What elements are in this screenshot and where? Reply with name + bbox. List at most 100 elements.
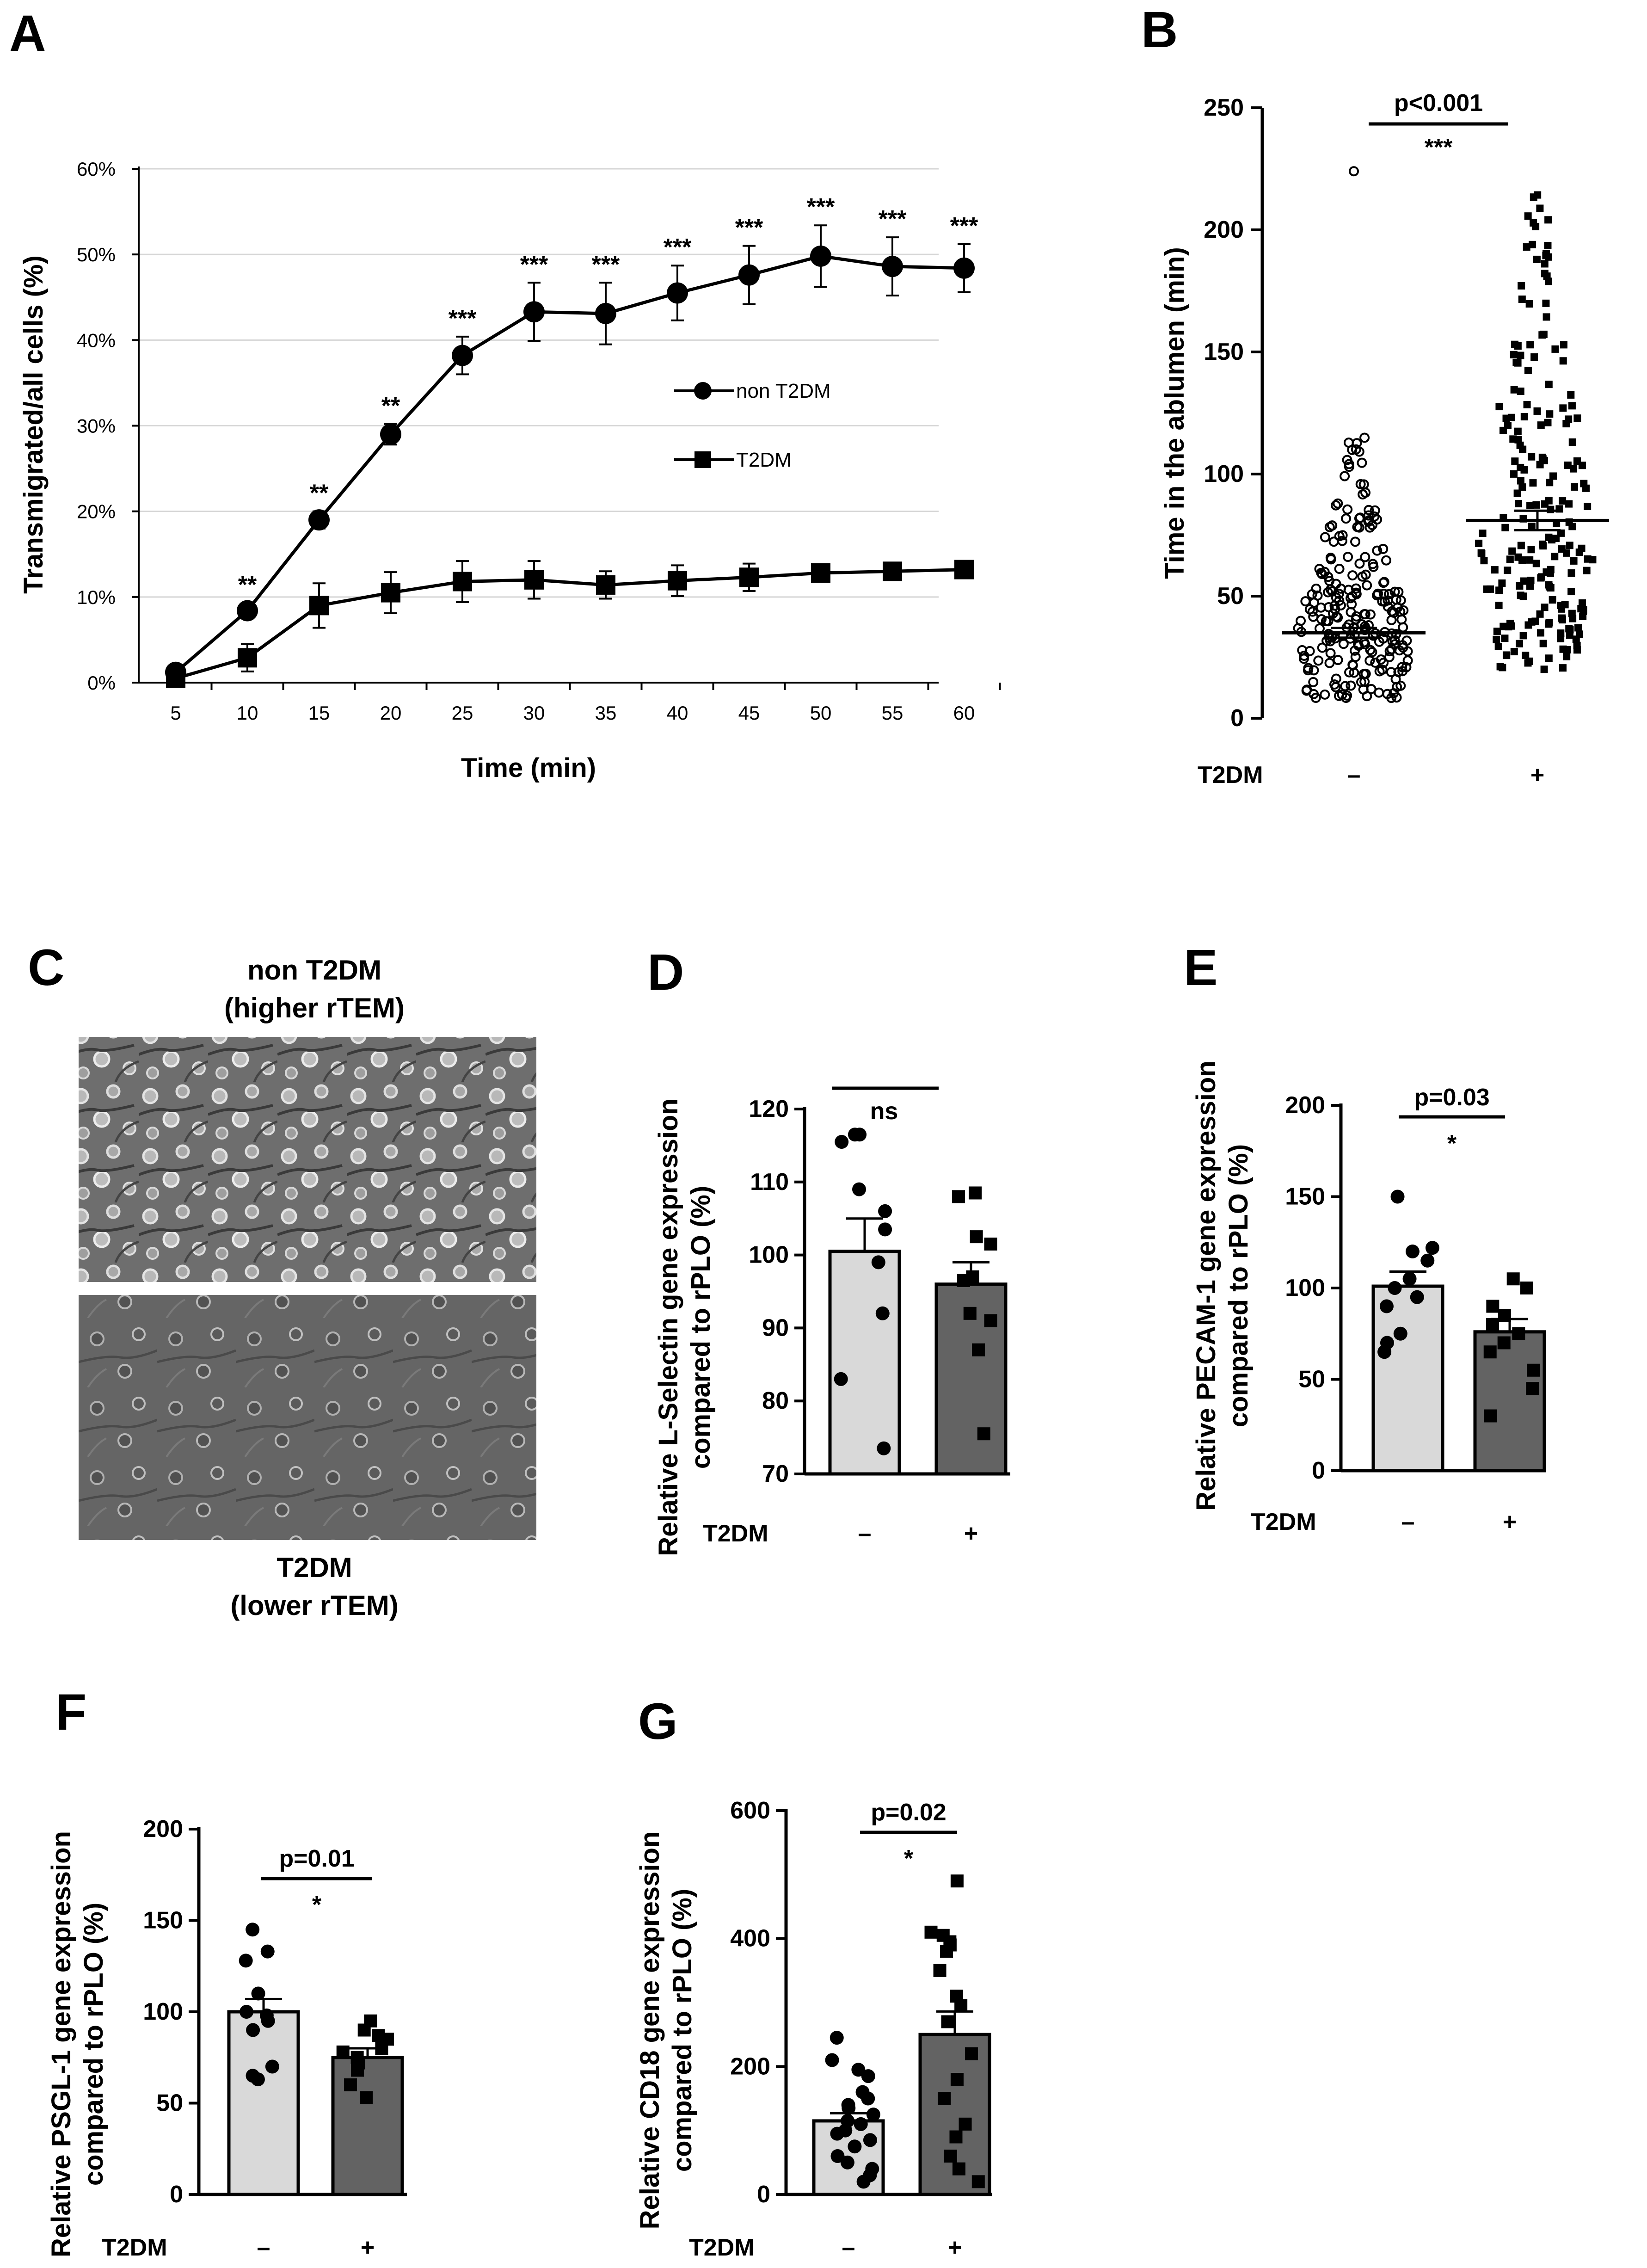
a-significance-stars: ** [381, 393, 400, 419]
f-point-minus [240, 2005, 254, 2019]
g-point-minus [848, 2139, 862, 2154]
g-significance-stars: * [904, 1845, 914, 1872]
d-plot: 70 80 90 100 110 120 [749, 1096, 1010, 1487]
b-point-minus [1319, 567, 1330, 577]
a-x-tick-label: 55 [882, 702, 903, 724]
b-point-minus [1349, 166, 1359, 177]
b-point-plus [1546, 479, 1554, 487]
b-point-plus [1532, 501, 1540, 509]
b-point-plus [1526, 582, 1534, 590]
b-point-plus [1523, 401, 1531, 408]
panel-e: E 0 50 100 150 200 p=0.03 * Relative PECAM-1… [1184, 939, 1546, 1535]
b-point-plus [1526, 501, 1534, 509]
b-point-plus [1541, 500, 1549, 508]
b-point-plus [1501, 524, 1509, 531]
b-plot [1282, 166, 1609, 703]
a-x-tick-label: 30 [523, 702, 545, 724]
b-point-minus [1301, 685, 1312, 696]
b-point-plus [1493, 628, 1501, 635]
b-point-plus [1574, 624, 1582, 632]
d-point-minus [852, 1182, 866, 1196]
g-point-plus [959, 2117, 972, 2131]
e-y-axis-label-line1: Relative PECAM-1 gene expression [1191, 1060, 1221, 1510]
b-point-plus [1558, 614, 1566, 622]
g-point-plus [924, 1925, 938, 1939]
b-point-plus [1543, 272, 1551, 280]
b-point-plus [1570, 557, 1578, 565]
b-point-minus [1342, 455, 1352, 465]
e-point-plus [1520, 1282, 1533, 1294]
b-point-minus [1341, 513, 1352, 524]
a-point-t2dm [883, 561, 902, 581]
b-point-minus [1370, 657, 1381, 668]
d-point-plus [984, 1237, 997, 1251]
b-point-plus [1579, 606, 1587, 614]
b-point-plus [1545, 654, 1553, 662]
a-point-non-t2dm [595, 302, 616, 324]
b-point-plus [1493, 635, 1500, 643]
d-point-minus [878, 1204, 892, 1218]
g-y-axis-label-line2: compared to rPLO (%) [667, 1889, 697, 2172]
b-point-minus [1357, 457, 1367, 468]
e-point-plus [1526, 1382, 1539, 1395]
b-point-plus [1506, 555, 1514, 563]
b-point-plus [1543, 313, 1550, 321]
g-point-minus [863, 2133, 877, 2147]
a-point-t2dm [668, 571, 687, 591]
panel-d: D 70 80 90 100 110 120 ns Relative L-Selectin… [647, 944, 1010, 1556]
b-point-plus [1568, 610, 1576, 617]
a-significance-stars: *** [449, 305, 477, 332]
b-point-minus [1320, 689, 1330, 700]
b-point-plus [1519, 632, 1527, 640]
a-point-non-t2dm [810, 245, 831, 267]
b-point-plus [1520, 577, 1528, 585]
a-significance-stars: *** [950, 213, 978, 240]
b-point-plus [1568, 438, 1576, 446]
b-point-minus [1393, 586, 1404, 597]
a-x-tick-label: 60 [953, 702, 975, 724]
e-point-minus [1390, 1189, 1405, 1204]
b-point-minus [1393, 667, 1404, 678]
b-point-plus [1517, 387, 1524, 395]
a-point-non-t2dm [953, 257, 975, 279]
panel-b: B 0 50 100 150 200 250 p<0.001 *** Time in th… [1141, 1, 1609, 789]
b-y-axis-label: Time in the ablumen (min) [1160, 247, 1190, 579]
g-point-minus [861, 2091, 875, 2106]
b-point-minus [1343, 552, 1353, 562]
b-point-minus [1337, 536, 1347, 546]
a-y-axis-label: Transmigrated/all cells (%) [18, 255, 49, 594]
b-point-plus [1564, 461, 1572, 469]
f-point-minus [239, 1954, 253, 1968]
b-point-plus [1568, 402, 1576, 410]
b-point-minus [1335, 583, 1346, 594]
g-point-minus [856, 2175, 871, 2189]
b-point-plus [1524, 621, 1532, 629]
b-point-plus [1518, 296, 1526, 303]
a-x-tick-label: 20 [380, 702, 402, 724]
b-point-plus [1544, 242, 1552, 250]
b-point-minus [1360, 609, 1370, 620]
g-category-minus: – [842, 2234, 855, 2261]
b-y-ticks: 0 50 100 150 200 250 [1204, 94, 1262, 732]
b-point-plus [1510, 386, 1518, 394]
b-point-minus [1351, 614, 1361, 625]
b-point-plus [1571, 483, 1579, 491]
panel-g: G 0 200 400 600 p=0.02 * Relative CD18 gene… [635, 1693, 992, 2261]
b-point-plus [1520, 413, 1528, 421]
b-point-plus [1538, 331, 1546, 339]
panel-label-g: G [638, 1693, 678, 1750]
b-point-minus [1370, 505, 1380, 516]
e-significance-stars: * [1447, 1130, 1457, 1157]
b-point-minus [1389, 586, 1400, 597]
b-point-minus [1350, 536, 1361, 547]
b-point-plus [1567, 588, 1575, 596]
b-point-minus [1346, 680, 1356, 691]
b-point-plus [1479, 530, 1487, 537]
g-point-plus [933, 1964, 946, 1977]
b-point-plus [1566, 542, 1573, 549]
b-point-plus [1536, 204, 1544, 212]
b-point-minus [1395, 606, 1406, 617]
b-point-plus [1524, 659, 1532, 667]
d-bar-minus [828, 1250, 901, 1476]
f-point-minus [246, 2023, 260, 2037]
